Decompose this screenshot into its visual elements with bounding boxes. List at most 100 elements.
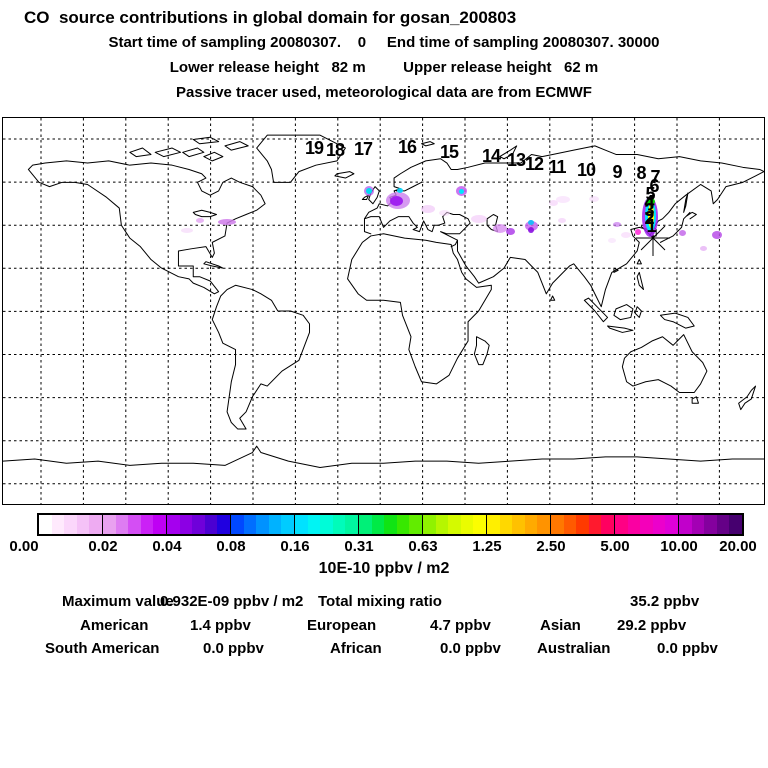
colorbar-tick-label: 0.31 <box>344 538 374 555</box>
coastlines <box>3 118 764 504</box>
site-marker-ray <box>640 225 666 251</box>
colorbar <box>37 513 744 536</box>
colorbar-cell <box>588 515 602 534</box>
region-australian-value: 0.0 ppbv <box>657 640 718 657</box>
colorbar-cell <box>51 515 65 534</box>
colorbar-cell <box>665 515 678 534</box>
colorbar-segment-0.31-0.63 <box>359 515 423 534</box>
colorbar-cell <box>435 515 449 534</box>
colorbar-cell <box>729 515 742 534</box>
tracer-info-line: Passive tracer used, meteorological data… <box>176 84 592 101</box>
colorbar-cell <box>332 515 346 534</box>
colorbar-cell <box>448 515 461 534</box>
world-map: 19 18 17 16 15 14 13 12 11 10 9 8 7 6 5 4 3 2 1 <box>2 117 765 505</box>
concentration-patch <box>493 224 507 233</box>
colorbar-cell <box>89 515 102 534</box>
region-asian-value: 29.2 ppbv <box>617 617 687 634</box>
region-european-value: 4.7 ppbv <box>430 617 491 634</box>
colorbar-cell <box>179 515 193 534</box>
colorbar-cell <box>499 515 513 534</box>
colorbar-cell <box>537 515 550 534</box>
trajectory-hour-label: 7 <box>650 167 660 187</box>
colorbar-cell <box>423 515 436 534</box>
graticule-grid <box>3 118 764 504</box>
max-value: 0.932E-09 ppbv / m2 <box>160 593 304 610</box>
colorbar-cell <box>307 515 321 534</box>
region-european-label: European <box>307 617 377 634</box>
colorbar-segment-2.50-5.00 <box>551 515 615 534</box>
uk-coast <box>369 187 380 204</box>
trajectory-hour-label: 16 <box>397 137 417 157</box>
colorbar-cell <box>691 515 705 534</box>
concentration-patch <box>218 219 236 225</box>
concentration-patch <box>558 218 566 223</box>
colorbar-cell <box>295 515 308 534</box>
trajectory-hour-label: 1 <box>646 216 656 236</box>
colorbar-unit-label: 10E-10 ppbv / m2 <box>318 560 450 577</box>
concentration-patch <box>648 204 654 228</box>
concentration-patch <box>196 218 204 223</box>
concentration-patch <box>439 210 450 216</box>
colorbar-segment-0.08-0.16 <box>231 515 295 534</box>
colorbar-tick-label: 0.08 <box>216 538 246 555</box>
colorbar-cell <box>217 515 230 534</box>
colorbar-cell <box>320 515 333 534</box>
colorbar-cell <box>396 515 410 534</box>
region-american-label: American <box>80 617 149 634</box>
trajectory-hour-label: 5 <box>645 184 655 204</box>
colorbar-cell <box>409 515 422 534</box>
indonesia-coast <box>584 298 641 332</box>
trajectory-hour-label: 19 <box>304 138 324 158</box>
new-zealand-coast <box>739 386 756 410</box>
colorbar-cell <box>473 515 486 534</box>
north-america-coast <box>28 161 265 294</box>
region-australian-label: Australian <box>537 640 611 657</box>
concentration-patch <box>608 238 616 243</box>
trajectory-hour-label: 13 <box>506 150 526 170</box>
concentration-patch <box>635 229 641 235</box>
region-american-value: 1.4 ppbv <box>190 617 251 634</box>
region-asian-label: Asian <box>540 617 581 634</box>
colorbar-cell <box>39 515 52 534</box>
trajectory-hour-label: 17 <box>353 139 373 159</box>
colorbar-cell <box>551 515 564 534</box>
concentration-patch <box>390 196 403 206</box>
sakhalin-coast <box>684 193 688 212</box>
colorbar-tick-label: 0.00 <box>9 538 39 555</box>
trajectory-hour-label: 14 <box>481 146 501 166</box>
colorbar-tick-label: 0.04 <box>152 538 182 555</box>
concentration-patch <box>549 200 558 206</box>
colorbar-segment-10.00-20.00 <box>679 515 742 534</box>
colorbar-cell <box>601 515 614 534</box>
colorbar-cell <box>140 515 154 534</box>
region-south-american-label: South American <box>45 640 160 657</box>
colorbar-cell <box>64 515 77 534</box>
colorbar-tick-label: 1.25 <box>472 538 502 555</box>
colorbar-cell <box>204 515 218 534</box>
trajectory-hour-label: 15 <box>439 142 459 162</box>
concentration-patch <box>528 227 534 233</box>
concentration-patch <box>528 220 534 225</box>
colorbar-cell <box>231 515 244 534</box>
greenland-coast <box>257 135 346 182</box>
concentration-patch <box>646 198 655 205</box>
africa-coast <box>348 234 492 384</box>
great-lakes <box>193 210 216 216</box>
colorbar-segment-0.63-1.25 <box>423 515 487 534</box>
concentration-patch <box>700 246 707 251</box>
colorbar-cell <box>460 515 474 534</box>
concentration-patch <box>421 205 435 213</box>
arctic-islands <box>130 137 517 161</box>
philippines-coast <box>637 272 643 289</box>
colorbar-segment-0.04-0.08 <box>167 515 231 534</box>
colorbar-tick-labels: 0.00 0.02 0.04 0.08 0.16 0.31 0.63 1.25 2.50 5.00… <box>0 538 768 556</box>
colorbar-cell <box>115 515 129 534</box>
colorbar-tick-label: 20.00 <box>719 538 757 555</box>
colorbar-cell <box>371 515 385 534</box>
colorbar-cell <box>192 515 205 534</box>
colorbar-cell <box>167 515 180 534</box>
colorbar-segment-0.00-0.02 <box>39 515 103 534</box>
figure-title: CO source contributions in global domain… <box>24 8 517 27</box>
concentration-patch <box>397 188 403 193</box>
